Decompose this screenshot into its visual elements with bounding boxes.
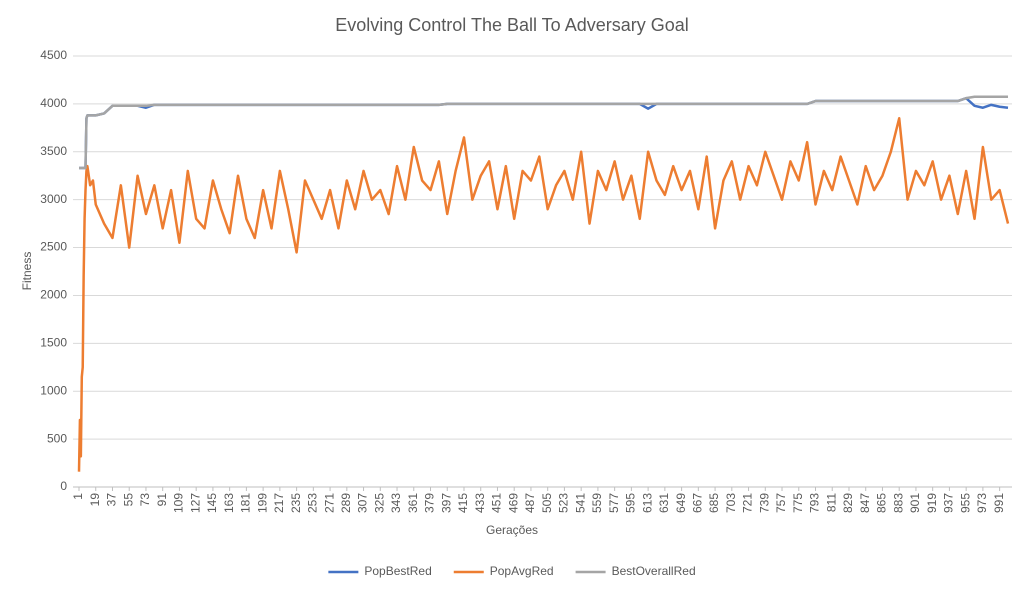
legend-label: BestOverallRed bbox=[612, 564, 696, 578]
x-tick-label: 613 bbox=[640, 493, 654, 513]
x-tick-label: 739 bbox=[757, 493, 771, 513]
x-tick-label: 559 bbox=[590, 493, 604, 513]
x-tick-label: 217 bbox=[272, 493, 286, 513]
x-tick-label: 631 bbox=[657, 493, 671, 513]
x-tick-label: 685 bbox=[707, 493, 721, 513]
x-tick-label: 271 bbox=[322, 493, 336, 513]
x-tick-label: 721 bbox=[741, 493, 755, 513]
x-tick-label: 325 bbox=[372, 493, 386, 513]
x-tick-label: 379 bbox=[423, 493, 437, 513]
y-tick-label: 1500 bbox=[40, 336, 67, 350]
x-tick-label: 991 bbox=[992, 493, 1006, 513]
x-tick-label: 937 bbox=[942, 493, 956, 513]
x-tick-label: 649 bbox=[674, 493, 688, 513]
x-tick-label: 901 bbox=[908, 493, 922, 513]
x-tick-label: 199 bbox=[255, 493, 269, 513]
x-tick-label: 127 bbox=[188, 493, 202, 513]
x-tick-label: 415 bbox=[456, 493, 470, 513]
y-tick-label: 3500 bbox=[40, 144, 67, 158]
y-tick-label: 500 bbox=[47, 431, 67, 445]
y-tick-label: 4000 bbox=[40, 96, 67, 110]
x-tick-label: 505 bbox=[540, 493, 554, 513]
x-tick-label: 829 bbox=[841, 493, 855, 513]
x-tick-label: 451 bbox=[490, 493, 504, 513]
y-tick-label: 2500 bbox=[40, 240, 67, 254]
x-tick-label: 973 bbox=[975, 493, 989, 513]
series-line bbox=[78, 95, 1008, 170]
x-axis-title: Gerações bbox=[486, 523, 538, 537]
x-tick-label: 487 bbox=[523, 493, 537, 513]
x-tick-label: 91 bbox=[155, 493, 169, 507]
x-tick-label: 703 bbox=[724, 493, 738, 513]
x-tick-label: 577 bbox=[607, 493, 621, 513]
x-tick-label: 55 bbox=[121, 493, 135, 507]
x-tick-label: 433 bbox=[473, 493, 487, 513]
x-tick-label: 811 bbox=[824, 493, 838, 512]
x-tick-label: 523 bbox=[557, 493, 571, 513]
x-tick-label: 307 bbox=[356, 493, 370, 513]
x-tick-label: 181 bbox=[239, 493, 253, 513]
x-tick-label: 253 bbox=[306, 493, 320, 513]
legend-label: PopBestRed bbox=[364, 564, 431, 578]
x-tick-label: 163 bbox=[222, 493, 236, 513]
x-tick-label: 109 bbox=[172, 493, 186, 513]
y-tick-label: 0 bbox=[60, 479, 67, 493]
x-tick-label: 235 bbox=[289, 493, 303, 513]
x-tick-label: 919 bbox=[925, 493, 939, 513]
y-axis-title: Fitness bbox=[20, 252, 34, 291]
x-tick-label: 145 bbox=[205, 493, 219, 513]
x-tick-label: 469 bbox=[506, 493, 520, 513]
x-tick-label: 955 bbox=[958, 493, 972, 513]
y-tick-label: 1000 bbox=[40, 383, 67, 397]
x-tick-label: 775 bbox=[791, 493, 805, 513]
x-tick-label: 1 bbox=[71, 493, 85, 500]
x-tick-label: 667 bbox=[691, 493, 705, 513]
y-tick-label: 4500 bbox=[40, 48, 67, 62]
x-tick-label: 883 bbox=[891, 493, 905, 513]
series-line bbox=[77, 117, 1010, 472]
x-tick-label: 541 bbox=[573, 493, 587, 513]
x-tick-label: 37 bbox=[105, 493, 119, 507]
y-tick-label: 3000 bbox=[40, 192, 67, 206]
x-tick-label: 343 bbox=[389, 493, 403, 513]
series-line bbox=[78, 96, 1009, 170]
x-tick-label: 793 bbox=[808, 493, 822, 513]
chart-title: Evolving Control The Ball To Adversary G… bbox=[335, 15, 689, 35]
x-tick-label: 361 bbox=[406, 493, 420, 513]
x-tick-label: 757 bbox=[774, 493, 788, 513]
x-tick-label: 595 bbox=[624, 493, 638, 513]
x-tick-label: 397 bbox=[439, 493, 453, 513]
x-tick-label: 289 bbox=[339, 493, 353, 513]
y-tick-label: 2000 bbox=[40, 288, 67, 302]
x-tick-label: 865 bbox=[875, 493, 889, 513]
x-tick-label: 847 bbox=[858, 493, 872, 513]
x-tick-label: 73 bbox=[138, 493, 152, 507]
legend-label: PopAvgRed bbox=[490, 564, 554, 578]
x-tick-label: 19 bbox=[88, 493, 102, 507]
